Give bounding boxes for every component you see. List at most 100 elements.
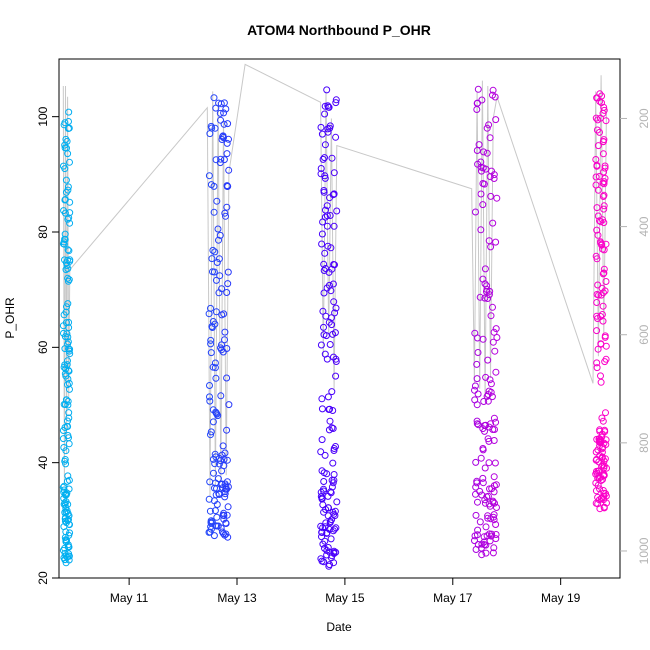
data-point [322, 519, 330, 527]
data-point [473, 360, 481, 368]
data-point [474, 349, 482, 356]
data-point [220, 156, 228, 164]
data-point [483, 149, 491, 157]
data-point [210, 182, 218, 190]
data-point [330, 222, 338, 230]
data-point [486, 537, 494, 545]
data-point [223, 139, 231, 147]
data-point [320, 289, 328, 297]
data-point [320, 260, 328, 268]
data-point [593, 469, 601, 477]
data-point [598, 311, 606, 318]
data-point [600, 202, 608, 210]
data-point [62, 365, 70, 373]
data-point [601, 333, 609, 341]
data-point [593, 455, 601, 463]
data-point [490, 414, 498, 422]
data-point [594, 500, 602, 508]
data-point [221, 336, 228, 344]
data-point [321, 249, 329, 257]
data-point [601, 164, 609, 172]
data-point [318, 528, 326, 536]
data-point [65, 485, 73, 493]
y-tick-label: 60 [36, 340, 50, 354]
data-point [61, 515, 69, 523]
y2-tick-label: 200 [637, 108, 650, 128]
data-point [599, 216, 607, 224]
data-point [210, 469, 217, 477]
data-point [479, 201, 487, 209]
data-point [207, 340, 215, 348]
data-point [600, 462, 608, 470]
data-point [220, 310, 228, 318]
data-point [326, 548, 334, 556]
data-point [474, 390, 482, 398]
x-tick-label: May 15 [325, 591, 365, 605]
data-point [593, 226, 601, 234]
data-point [213, 513, 221, 521]
data-point [321, 213, 329, 221]
data-point [320, 508, 328, 516]
data-point [212, 276, 220, 284]
data-point [323, 529, 331, 537]
data-point [491, 499, 498, 507]
data-point [207, 304, 214, 312]
data-point [328, 424, 336, 432]
data-point [65, 440, 73, 448]
x-axis: May 11 May 13 May 15 May 17 May 19 [110, 577, 581, 605]
data-point [223, 203, 231, 211]
y-tick-label: 80 [36, 225, 50, 239]
data-point [318, 405, 326, 413]
data-point [480, 533, 488, 541]
data-point [60, 162, 67, 170]
data-point [482, 549, 490, 557]
data-point [600, 180, 608, 188]
data-point [61, 370, 69, 378]
chart-title: ATOM4 Northbound P_OHR [247, 22, 431, 38]
data-point [64, 432, 72, 439]
data-point [212, 408, 220, 416]
data-point [489, 497, 497, 505]
data-point [600, 503, 608, 511]
data-point [481, 265, 489, 273]
data-point [225, 166, 233, 174]
data-point [485, 459, 493, 467]
data-point [485, 291, 493, 299]
y-axis-label: P_OHR [3, 297, 17, 339]
depth-trace-line [62, 63, 607, 497]
data-point [62, 559, 70, 567]
data-point [596, 128, 603, 136]
data-point [62, 259, 70, 267]
data-point [593, 364, 601, 372]
data-point [323, 202, 331, 210]
y-tick-label: 100 [36, 106, 50, 126]
data-point [479, 474, 487, 482]
data-point [60, 238, 68, 246]
data-point [599, 193, 607, 200]
data-point [213, 259, 221, 266]
data-point [329, 191, 337, 199]
data-point [219, 132, 227, 140]
data-point [483, 124, 491, 132]
data-point [473, 417, 481, 425]
data-point [485, 121, 493, 129]
data-point [328, 265, 336, 273]
data-point [63, 303, 70, 311]
data-point [472, 458, 480, 466]
data-point [59, 546, 67, 554]
data-point [476, 293, 484, 301]
data-point [319, 155, 327, 163]
data-point [489, 513, 497, 521]
data-point [62, 135, 70, 143]
data-point [66, 385, 73, 393]
data-point [63, 361, 71, 369]
data-point [218, 481, 226, 488]
data-point [488, 167, 495, 175]
data-point [487, 243, 495, 251]
data-point [592, 156, 600, 163]
data-point [474, 160, 482, 168]
data-point [62, 319, 70, 327]
data-point [217, 392, 225, 400]
data-point [62, 519, 70, 527]
data-point [320, 188, 328, 196]
